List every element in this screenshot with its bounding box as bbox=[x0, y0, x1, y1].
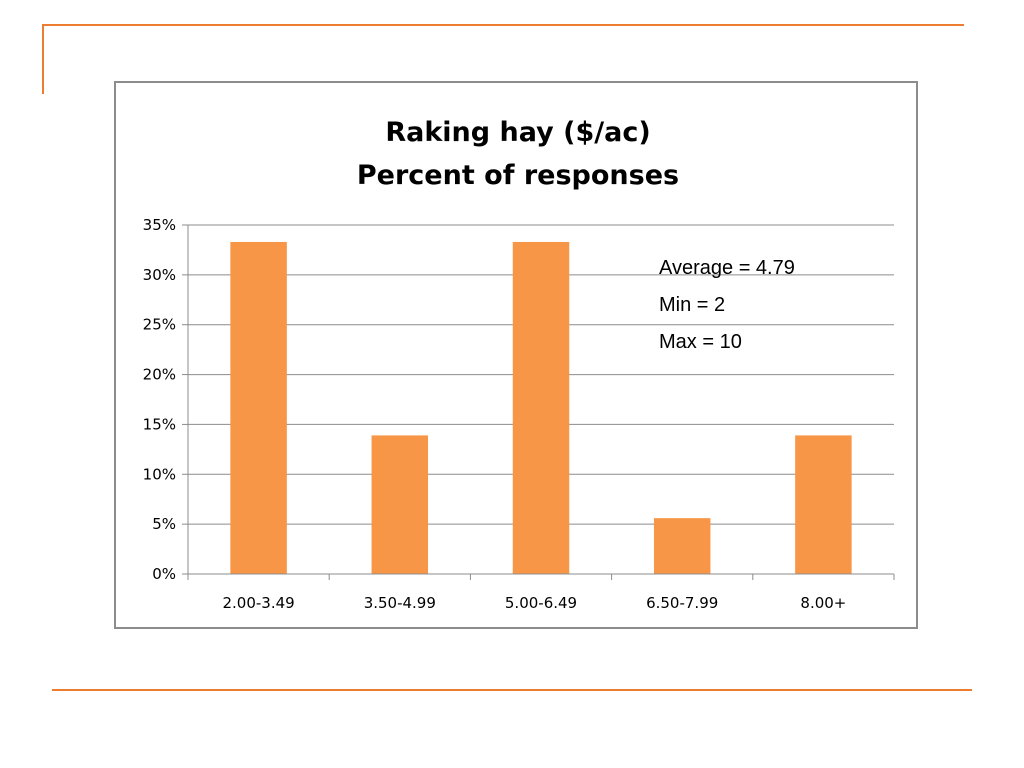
y-tick-label: 20% bbox=[143, 366, 176, 384]
chart-frame: Raking hay ($/ac) Percent of responses 0… bbox=[114, 81, 918, 629]
bar bbox=[371, 435, 429, 574]
x-tick-label: 8.00+ bbox=[800, 594, 846, 612]
bar bbox=[230, 241, 287, 575]
bar bbox=[795, 435, 852, 574]
top-accent-line bbox=[42, 24, 964, 26]
bar bbox=[512, 241, 570, 575]
stats-annotation: Min = 2 bbox=[659, 294, 725, 316]
x-tick-label: 6.50-7.99 bbox=[646, 594, 718, 612]
bottom-accent-line bbox=[52, 689, 972, 691]
x-tick-label: 3.50-4.99 bbox=[364, 594, 436, 612]
chart-title: Raking hay ($/ac) bbox=[385, 117, 650, 148]
y-tick-label: 0% bbox=[152, 565, 176, 583]
left-accent-line bbox=[42, 24, 44, 94]
y-tick-label: 5% bbox=[152, 515, 176, 533]
y-tick-label: 25% bbox=[143, 316, 176, 334]
stats-annotation: Average = 4.79 bbox=[659, 257, 795, 279]
x-tick-label: 5.00-6.49 bbox=[505, 594, 577, 612]
y-tick-label: 30% bbox=[143, 266, 176, 284]
y-tick-label: 15% bbox=[143, 415, 176, 433]
y-tick-label: 35% bbox=[143, 216, 176, 234]
bar-chart: Raking hay ($/ac) Percent of responses 0… bbox=[143, 117, 895, 612]
y-tick-label: 10% bbox=[143, 465, 176, 483]
chart-subtitle: Percent of responses bbox=[357, 160, 679, 191]
bar bbox=[653, 518, 711, 574]
stats-annotation: Max = 10 bbox=[659, 331, 742, 353]
x-tick-label: 2.00-3.49 bbox=[222, 594, 294, 612]
